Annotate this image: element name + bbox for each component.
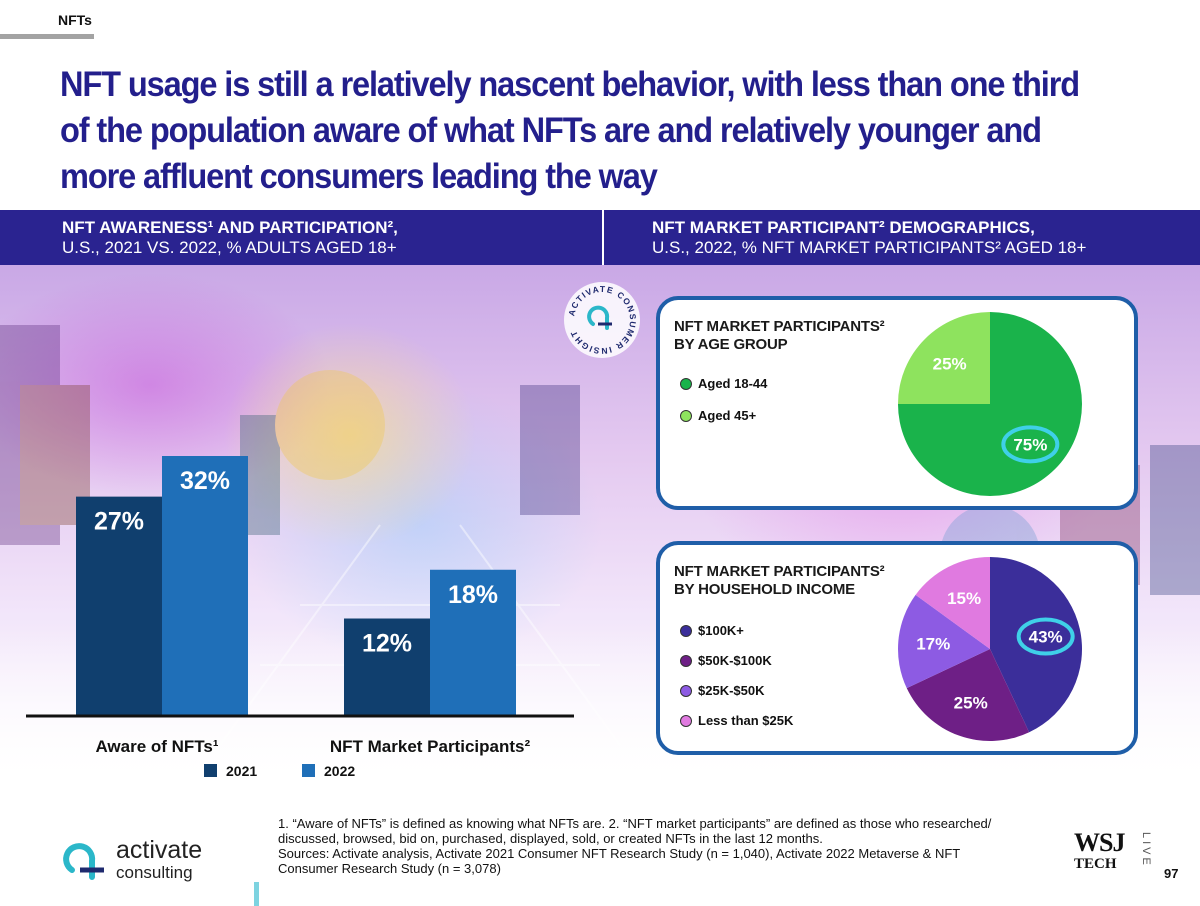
legend-swatch xyxy=(680,684,692,697)
legend-label: $100K+ xyxy=(698,623,744,638)
activate-mark-icon xyxy=(587,305,612,330)
pie-value-label: 15% xyxy=(947,589,981,608)
bar-value-label: 12% xyxy=(362,630,412,658)
bar-value-label: 32% xyxy=(180,467,230,495)
income-panel: NFT MARKET PARTICIPANTS² BY HOUSEHOLD IN… xyxy=(656,541,1138,755)
section-tag-underline xyxy=(0,34,94,39)
page-number: 97 xyxy=(1164,866,1179,881)
footnote-line1: 1. “Aware of NFTs” is defined as knowing… xyxy=(278,816,992,831)
age-group-panel: NFT MARKET PARTICIPANTS² BY AGE GROUP Ag… xyxy=(656,296,1138,510)
age-panel-title: NFT MARKET PARTICIPANTS² BY AGE GROUP xyxy=(674,318,885,354)
income-title-line2: BY HOUSEHOLD INCOME xyxy=(674,581,855,598)
legend-label: Aged 18-44 xyxy=(698,376,768,391)
consumer-insight-badge: ACTIVATE CONSUMER INSIGHT xyxy=(564,282,640,358)
footnote-line2: discussed, browsed, bid on, purchased, d… xyxy=(278,831,823,846)
legend-item-less-than-25k: Less than $25K xyxy=(680,713,793,728)
footnote-line3: Sources: Activate analysis, Activate 202… xyxy=(278,846,961,861)
left-header-line2: U.S., 2021 VS. 2022, % ADULTS AGED 18+ xyxy=(62,238,397,257)
legend-label-2021: 2021 xyxy=(226,763,257,779)
legend-item-25k-50k: $25K-$50K xyxy=(680,683,765,698)
legend-swatch xyxy=(680,654,692,667)
wsj-mark: WSJ xyxy=(1074,828,1125,857)
income-panel-title: NFT MARKET PARTICIPANTS² BY HOUSEHOLD IN… xyxy=(674,563,885,599)
legend-label-2022: 2022 xyxy=(324,763,355,779)
bar-2021-0 xyxy=(76,496,162,716)
bar-2022-0 xyxy=(162,456,248,716)
legend-swatch xyxy=(680,377,692,390)
pie-value-label: 43% xyxy=(1029,628,1063,647)
left-section-header: NFT AWARENESS¹ AND PARTICIPATION², U.S.,… xyxy=(0,210,602,265)
bar-value-label: 18% xyxy=(448,581,498,609)
right-header-line2: U.S., 2022, % NFT MARKET PARTICIPANTS² A… xyxy=(652,238,1087,257)
legend-swatch-2022 xyxy=(302,764,315,777)
footnote: 1. “Aware of NFTs” is defined as knowing… xyxy=(278,816,1078,876)
legend-label: $25K-$50K xyxy=(698,683,765,698)
category-label: Aware of NFTs¹ xyxy=(95,737,218,756)
bar-2021-1 xyxy=(344,618,430,716)
legend-label: Less than $25K xyxy=(698,713,794,728)
bar-2022-1 xyxy=(430,569,516,716)
right-header-line1: NFT MARKET PARTICIPANT² DEMOGRAPHICS, xyxy=(652,218,1035,237)
legend-item-50k-100k: $50K-$100K xyxy=(680,653,772,668)
right-section-header: NFT MARKET PARTICIPANT² DEMOGRAPHICS, U.… xyxy=(604,210,1200,265)
legend-item-aged-18-44: Aged 18-44 xyxy=(680,376,767,391)
legend-item-100k-plus: $100K+ xyxy=(680,623,744,638)
legend-label: Aged 45+ xyxy=(698,408,757,423)
logo-subtitle: consulting xyxy=(116,863,193,882)
age-title-line2: BY AGE GROUP xyxy=(674,336,788,353)
pie-slice xyxy=(990,557,1082,733)
legend-swatch xyxy=(680,714,692,727)
footnote-line4: Consumer Research Study (n = 3,078) xyxy=(278,861,501,876)
legend-item-aged-45-plus: Aged 45+ xyxy=(680,408,756,423)
income-pie-chart: 43% 25% 17% 15% xyxy=(898,557,1082,741)
section-tag: NFTs xyxy=(58,12,92,28)
wsj-tech-live-logo: WSJ TECH LIVE xyxy=(1074,828,1152,873)
pie-value-label: 17% xyxy=(916,635,950,654)
highlight-ring xyxy=(1016,617,1075,656)
category-label: NFT Market Participants² xyxy=(330,737,531,756)
legend-swatch xyxy=(680,624,692,637)
activate-logo-icon xyxy=(63,843,104,880)
left-header-line1: NFT AWARENESS¹ AND PARTICIPATION², xyxy=(62,218,398,237)
legend-label: $50K-$100K xyxy=(698,653,772,668)
pie-slice xyxy=(898,312,990,404)
accent-bar xyxy=(254,882,259,906)
legend-swatch xyxy=(680,409,692,422)
pie-value-label: 75% xyxy=(1013,435,1047,454)
page-headline: NFT usage is still a relatively nascent … xyxy=(60,65,1080,196)
highlight-ring xyxy=(1001,425,1060,464)
pie-value-label: 25% xyxy=(954,694,988,713)
income-title-line1: NFT MARKET PARTICIPANTS² xyxy=(674,563,885,580)
pie-slice xyxy=(915,557,990,649)
logo-wordmark: activate xyxy=(116,836,203,864)
wsj-live: LIVE xyxy=(1140,832,1152,868)
age-title-line1: NFT MARKET PARTICIPANTS² xyxy=(674,318,885,335)
wsj-tech: TECH xyxy=(1074,856,1117,872)
pie-slice xyxy=(906,649,1030,741)
legend-swatch-2021 xyxy=(204,764,217,777)
age-pie-chart: 75% 25% xyxy=(898,312,1082,496)
pie-slice xyxy=(898,594,990,689)
pie-value-label: 25% xyxy=(933,355,967,374)
bar-value-label: 27% xyxy=(94,508,144,536)
awareness-bar-chart: 27% 12% 32% 18% Aware of NFTs¹ NFT Market Par… xyxy=(26,456,574,779)
